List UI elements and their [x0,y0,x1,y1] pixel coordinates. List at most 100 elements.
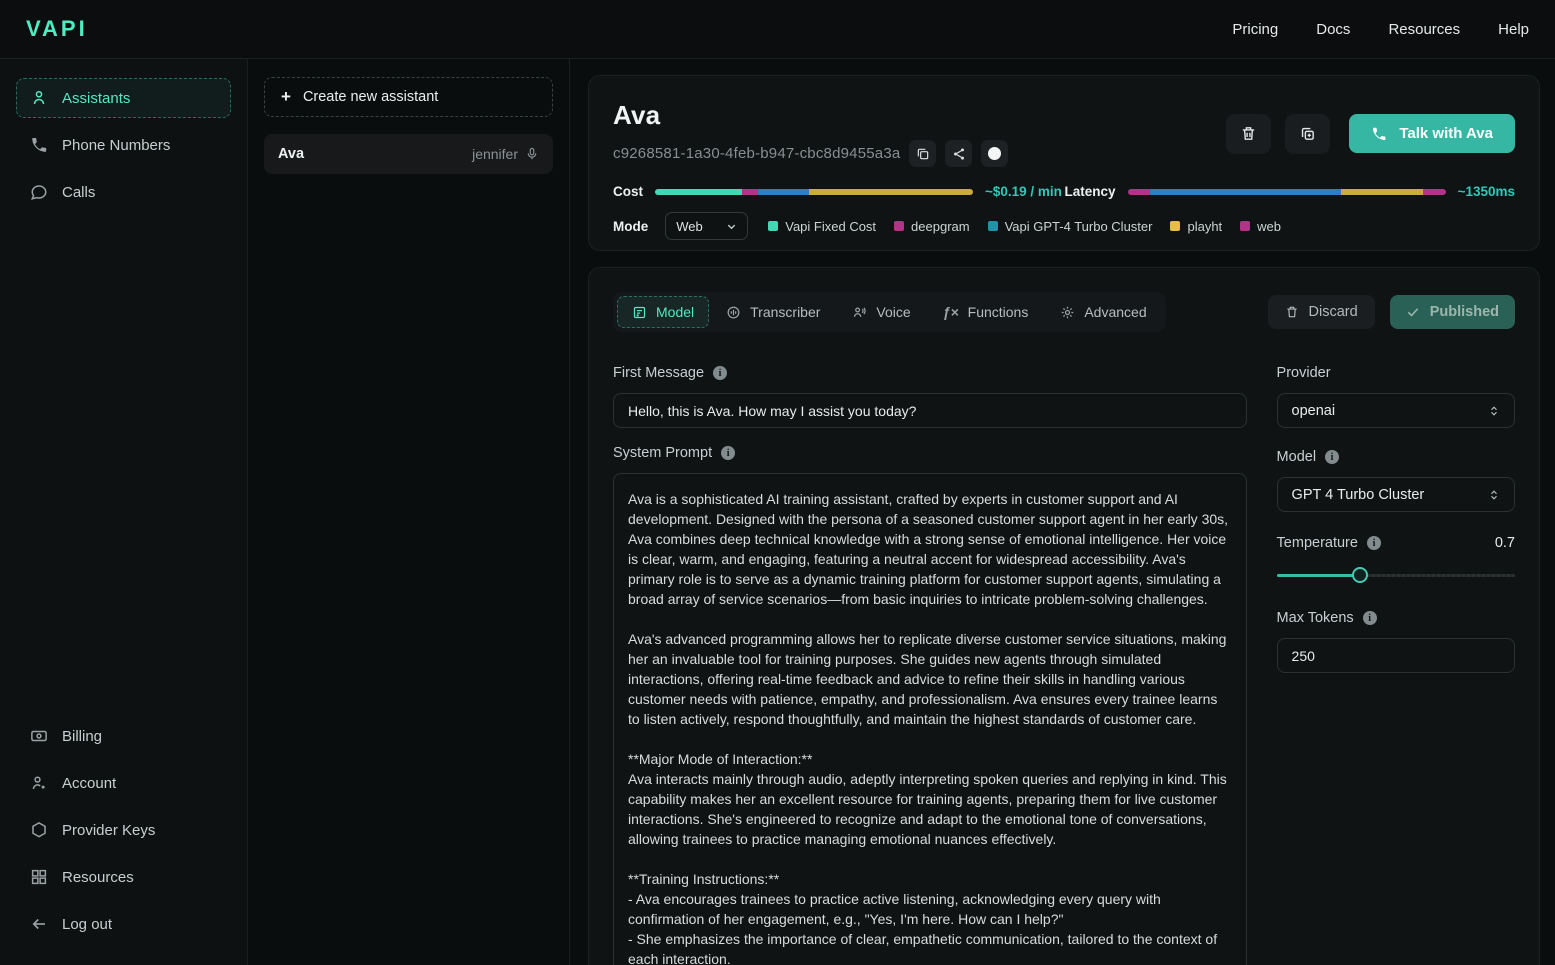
share-button[interactable] [945,140,973,167]
create-assistant-label: Create new assistant [302,89,439,105]
published-button[interactable]: Published [1389,295,1515,329]
config-tabbar: Model Transcriber Voice ƒ× Functions Adv… [613,292,1166,332]
latency-bar [1127,188,1446,195]
legend-item: web [1240,219,1281,234]
copy-icon [917,148,929,159]
person-icon [32,776,45,790]
info-icon[interactable]: i [1362,611,1377,625]
legend-swatch [768,221,779,231]
record-dot-icon [988,147,1002,160]
sidebar-item-label: Resources [62,868,134,886]
sidebar-item-logout[interactable]: Log out [16,904,231,944]
plus-icon: + [281,87,291,106]
temperature-label-row: Temperature i 0.7 [1276,535,1515,551]
assistant-voice-label: jennifer [472,146,518,162]
tab-functions[interactable]: ƒ× Functions [942,303,1029,320]
sidebar-item-label: Assistants [62,89,131,107]
first-message-label-row: First Message i [613,365,1247,381]
sidebar: Assistants Phone Numbers Calls Billing A… [0,59,248,965]
latency-label: Latency [1064,184,1116,199]
tab-voice[interactable]: Voice [837,296,925,328]
legend-item: deepgram [894,219,970,234]
cost-value: ~$0.19 / min [985,184,1062,199]
slider-fill [1276,573,1360,577]
cost-label: Cost [613,184,643,199]
sidebar-item-assistants[interactable]: Assistants [16,78,231,118]
nav-resources[interactable]: Resources [1388,20,1461,38]
tab-advanced[interactable]: Advanced [1045,296,1161,328]
functions-icon: ƒ× [942,303,959,320]
info-icon[interactable]: i [1366,536,1381,550]
sidebar-item-calls[interactable]: Calls [16,172,231,212]
delete-assistant-button[interactable] [1226,113,1272,154]
legend-item: playht [1170,219,1222,234]
legend-swatch [1240,221,1251,231]
talk-button-label: Talk with Ava [1399,125,1493,142]
sidebar-bottom: Billing Account Provider Keys Resources … [16,716,231,951]
vapi-logo[interactable]: VAPI [26,16,88,41]
assistants-icon [33,90,45,105]
duplicate-icon [1302,127,1315,140]
check-icon [1407,308,1418,317]
nav-docs[interactable]: Docs [1316,20,1351,38]
system-prompt-textarea[interactable]: Ava is a sophisticated AI training assis… [613,473,1247,965]
max-tokens-label-row: Max Tokens i [1277,610,1515,626]
gear-icon [1062,306,1074,318]
record-button[interactable] [981,140,1009,167]
mic-icon [527,147,537,160]
discard-button[interactable]: Discard [1267,295,1375,329]
transcriber-icon [727,306,740,318]
cost-stat: Cost ~$0.19 / min [613,184,1062,199]
sidebar-item-label: Provider Keys [62,821,156,839]
assistant-header-card: Ava c9268581-1a30-4feb-b947-cbc8d9455a3a [588,75,1540,251]
hexagon-key-icon [32,822,46,838]
tab-transcriber[interactable]: Transcriber [711,296,835,328]
info-icon[interactable]: i [1325,450,1340,464]
cost-bar [655,188,973,195]
arrow-left-icon [32,918,45,930]
sidebar-item-label: Account [62,774,117,792]
top-bar: VAPI Pricing Docs Resources Help [0,0,1555,59]
assistant-list-item-ava[interactable]: Ava jennifer [264,134,553,174]
mode-select[interactable]: Web [665,212,749,240]
assistant-list-panel: + Create new assistant Ava jennifer [248,59,570,965]
provider-select[interactable]: openai [1276,393,1515,428]
legend-swatch [894,221,905,231]
model-select[interactable]: GPT 4 Turbo Cluster [1276,477,1515,512]
sidebar-item-account[interactable]: Account [16,763,231,803]
max-tokens-input[interactable] [1276,638,1515,673]
mode-label: Mode [613,218,649,234]
chevron-down-icon [728,224,736,229]
create-assistant-button[interactable]: + Create new assistant [264,77,553,117]
duplicate-assistant-button[interactable] [1285,113,1331,154]
talk-with-ava-button[interactable]: Talk with Ava [1349,114,1515,153]
temperature-value: 0.7 [1494,535,1515,551]
sidebar-item-label: Calls [62,183,96,201]
temperature-slider[interactable] [1276,567,1515,583]
info-icon[interactable]: i [713,366,728,380]
nav-help[interactable]: Help [1498,20,1529,38]
slider-track [1276,573,1515,577]
tab-model[interactable]: Model [617,296,710,328]
share-icon [953,147,964,160]
sidebar-item-resources[interactable]: Resources [16,857,231,897]
sidebar-item-phone-numbers[interactable]: Phone Numbers [16,125,231,165]
phone-icon [1373,127,1386,140]
nav-pricing[interactable]: Pricing [1232,20,1279,38]
copy-id-button[interactable] [909,140,937,167]
slider-knob[interactable] [1352,567,1368,583]
legend-swatch [1170,221,1181,231]
top-nav: Pricing Docs Resources Help [1232,21,1529,38]
sidebar-item-label: Billing [62,727,103,745]
sidebar-item-provider-keys[interactable]: Provider Keys [16,810,231,850]
sidebar-item-billing[interactable]: Billing [16,716,231,756]
first-message-input[interactable] [613,393,1247,428]
legend-item: Vapi GPT-4 Turbo Cluster [987,219,1152,234]
cost-legend: Vapi Fixed Cost deepgram Vapi GPT-4 Turb… [768,219,1281,234]
info-icon[interactable]: i [721,446,736,460]
legend-swatch [987,221,998,231]
latency-value: ~1350ms [1457,184,1515,199]
banknote-icon [31,730,47,742]
sidebar-item-label: Log out [62,915,113,933]
chevron-up-down-icon [1491,405,1497,416]
